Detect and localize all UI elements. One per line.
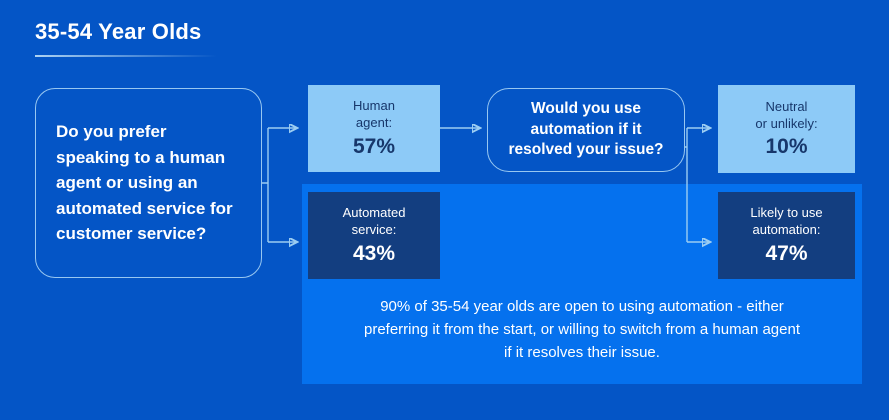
likely-automation-box: Likely to use automation: 47% [718,192,855,279]
followup-question-text: Would you use automation if it resolved … [508,100,664,159]
neutral-unlikely-label: Neutral or unlikely: [755,98,818,131]
automated-service-label: Automated service: [342,205,406,237]
likely-automation-value: 47% [765,241,808,265]
neutral-unlikely-value: 10% [765,135,808,159]
question-text: Do you prefer speaking to a human agent … [56,122,233,244]
automated-service-box: Automated service: 43% [308,192,440,279]
human-agent-value: 57% [352,134,396,158]
question-box: Do you prefer speaking to a human agent … [35,88,262,278]
page-title: 35-54 Year Olds [35,19,202,44]
summary-text: 90% of 35-54 year olds are open to using… [363,298,800,361]
title-underline [35,55,217,57]
likely-automation-label: Likely to use automation: [750,205,823,237]
neutral-unlikely-box: Neutral or unlikely: 10% [718,85,855,173]
human-agent-label: Human agent: [353,98,395,130]
followup-question-box: Would you use automation if it resolved … [487,88,685,172]
human-agent-box: Human agent: 57% [308,85,440,172]
connector-question-split [262,128,296,242]
automated-service-value: 43% [352,241,396,265]
